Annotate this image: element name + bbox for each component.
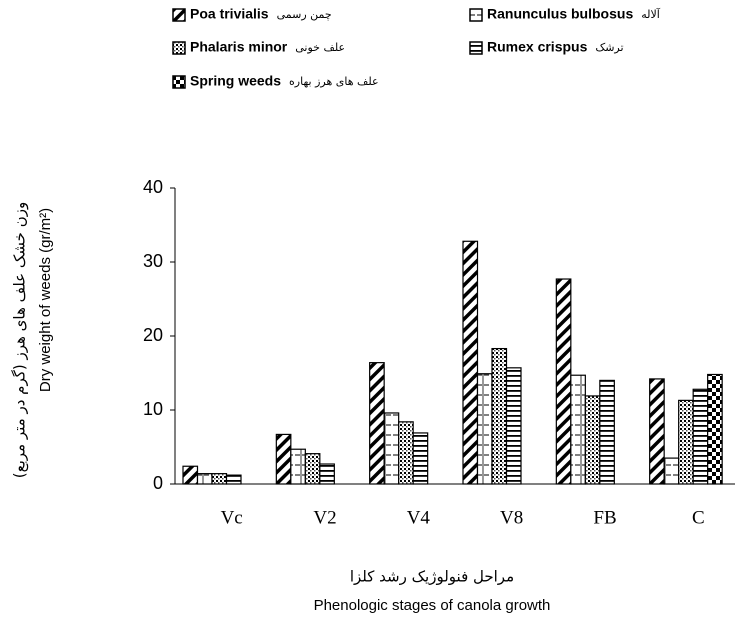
legend-label-fa: ترشک — [595, 41, 623, 54]
legend-swatch — [469, 8, 483, 22]
x-tick-label: C — [692, 507, 705, 528]
x-tick-label: Vc — [221, 507, 243, 528]
legend-label-fa: علف خونی — [295, 41, 345, 54]
bar — [196, 473, 213, 485]
bar — [182, 465, 199, 485]
bar — [678, 399, 694, 485]
y-tick-label: 0 — [153, 473, 163, 493]
bar — [476, 373, 493, 485]
x-tick-label: V4 — [407, 507, 431, 528]
legend-label: Spring weeds — [190, 73, 281, 89]
bar — [555, 278, 572, 485]
x-axis-label: Phenologic stages of canola growth — [314, 597, 551, 614]
legend-swatch — [469, 41, 483, 55]
bar — [412, 432, 429, 485]
bar — [491, 347, 508, 485]
bar — [599, 379, 615, 485]
x-axis-label-fa: مراحل فنولوژیک رشد کلزا — [350, 568, 514, 586]
bar — [275, 433, 292, 485]
bar — [692, 388, 709, 485]
bar — [304, 453, 321, 485]
legend-label-fa: آلاله — [641, 7, 661, 21]
legend-label-fa: علف های هرز بهاره — [289, 75, 379, 88]
legend-label: Poa trivialis — [190, 6, 269, 22]
bar — [663, 457, 680, 485]
bar — [505, 367, 522, 485]
bar — [649, 378, 665, 485]
legend-swatch — [172, 41, 186, 55]
legend-label: Rumex crispus — [487, 39, 588, 55]
bar — [398, 421, 414, 485]
bar — [290, 448, 306, 485]
y-axis-label-fa: وزن خشک علف های هرز (گرم در متر مربع) — [11, 202, 29, 478]
x-tick-label: V8 — [500, 507, 523, 528]
y-tick-label: 20 — [143, 325, 163, 345]
legend-label: Ranunculus bulbosus — [487, 6, 633, 22]
x-tick-label: V2 — [313, 507, 336, 528]
bar — [707, 373, 723, 485]
bar — [211, 473, 228, 485]
y-axis-label: Dry weight of weeds (gr/m²) — [37, 208, 54, 392]
y-tick-label: 30 — [143, 251, 163, 271]
y-tick-label: 40 — [143, 177, 163, 197]
legend-label-fa: چمن رسمی — [277, 8, 332, 21]
bar — [369, 362, 385, 485]
bar — [570, 374, 586, 485]
y-tick-label: 10 — [143, 399, 163, 419]
legend-swatch — [172, 75, 186, 89]
bar — [383, 412, 400, 485]
bar — [584, 395, 601, 485]
bar — [225, 474, 242, 485]
legend-label: Phalaris minor — [190, 39, 288, 55]
x-tick-label: FB — [593, 507, 616, 528]
bar — [319, 463, 335, 485]
bar — [462, 240, 479, 485]
legend-swatch — [172, 8, 186, 22]
